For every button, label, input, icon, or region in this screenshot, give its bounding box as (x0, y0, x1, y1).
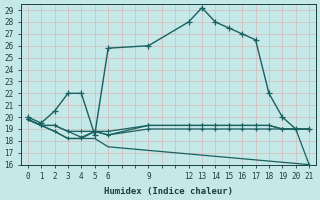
X-axis label: Humidex (Indice chaleur): Humidex (Indice chaleur) (104, 187, 233, 196)
